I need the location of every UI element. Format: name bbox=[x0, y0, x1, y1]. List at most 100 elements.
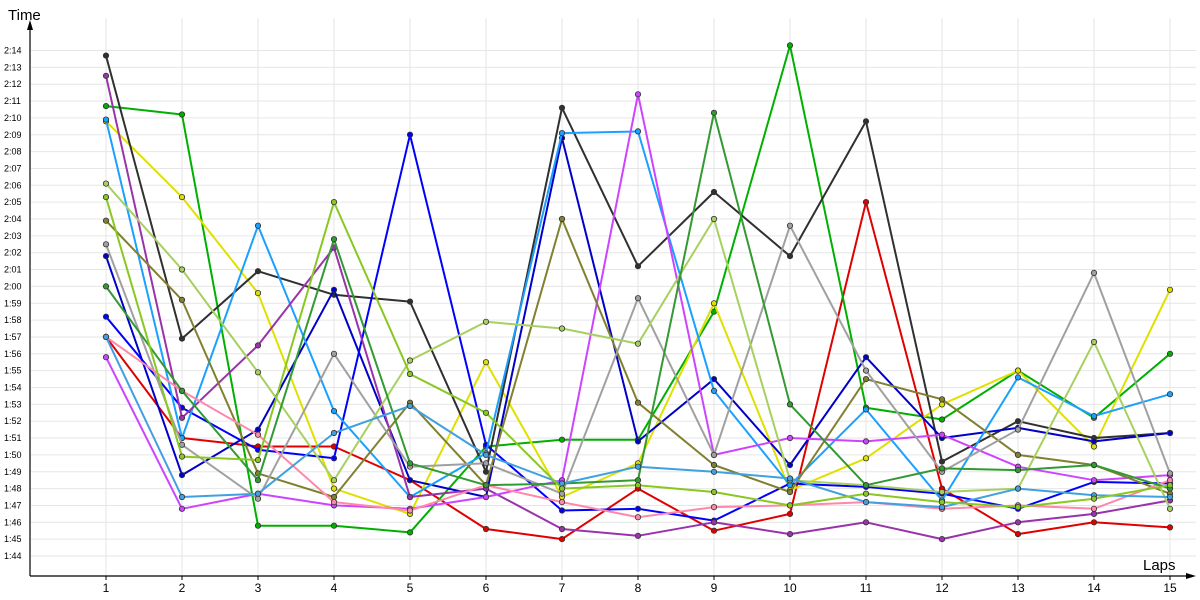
data-point bbox=[634, 477, 642, 484]
data-point bbox=[938, 465, 946, 472]
data-point bbox=[102, 241, 110, 248]
series-11 bbox=[102, 222, 1174, 502]
x-tick-label: 1 bbox=[103, 581, 110, 595]
data-point bbox=[634, 532, 642, 539]
data-point bbox=[634, 438, 642, 445]
data-point bbox=[1090, 505, 1098, 512]
data-point bbox=[1166, 470, 1174, 477]
data-point bbox=[1014, 374, 1022, 381]
data-point bbox=[634, 340, 642, 347]
data-point bbox=[634, 295, 642, 302]
data-point bbox=[406, 298, 414, 305]
x-tick-label: 4 bbox=[331, 581, 338, 595]
data-point bbox=[1090, 510, 1098, 518]
data-point bbox=[1090, 338, 1098, 346]
x-tick-label: 11 bbox=[860, 581, 873, 595]
data-point bbox=[862, 118, 870, 125]
y-tick-label: 1:45 bbox=[4, 534, 22, 544]
data-point bbox=[634, 505, 642, 512]
data-point bbox=[254, 490, 262, 497]
data-point bbox=[710, 387, 718, 394]
data-point bbox=[102, 103, 110, 110]
data-point bbox=[1090, 443, 1098, 450]
series-8 bbox=[102, 72, 1174, 543]
data-point bbox=[1014, 418, 1022, 425]
data-point bbox=[102, 283, 110, 290]
data-point bbox=[862, 519, 870, 526]
y-tick-label: 2:09 bbox=[4, 130, 22, 140]
data-point bbox=[862, 406, 870, 413]
y-tick-label: 1:53 bbox=[4, 399, 22, 409]
y-tick-label: 1:59 bbox=[4, 298, 22, 308]
data-point bbox=[1014, 426, 1022, 433]
data-point bbox=[786, 510, 794, 518]
data-point bbox=[1090, 495, 1098, 502]
data-point bbox=[102, 180, 110, 187]
data-point bbox=[710, 109, 718, 116]
data-point bbox=[938, 503, 946, 511]
series-layer bbox=[102, 42, 1174, 543]
data-point bbox=[558, 490, 566, 497]
data-point bbox=[330, 493, 338, 501]
y-tick-label: 1:47 bbox=[4, 500, 22, 510]
y-tick-label: 2:10 bbox=[4, 113, 22, 123]
data-point bbox=[102, 72, 110, 79]
data-point bbox=[330, 286, 338, 293]
y-tick-label: 2:05 bbox=[4, 197, 22, 207]
data-point bbox=[406, 493, 414, 501]
data-point bbox=[938, 396, 946, 403]
data-point bbox=[482, 482, 490, 489]
data-point bbox=[482, 460, 490, 467]
data-point bbox=[710, 519, 718, 526]
x-ticks: 1 2 3 4 5 6 7 8 9 10 11 12 13 14 15 bbox=[103, 576, 1177, 595]
y-tick-label: 2:13 bbox=[4, 62, 22, 72]
data-point bbox=[1014, 466, 1022, 474]
data-point bbox=[1014, 367, 1022, 374]
data-point bbox=[482, 409, 490, 416]
data-point bbox=[178, 266, 186, 273]
data-point bbox=[254, 222, 262, 229]
data-point bbox=[102, 116, 110, 123]
data-point bbox=[406, 460, 414, 467]
data-point bbox=[254, 289, 262, 297]
data-point bbox=[710, 503, 718, 511]
data-point bbox=[254, 342, 262, 349]
data-point bbox=[710, 215, 718, 223]
data-point bbox=[1014, 530, 1022, 538]
x-tick-label: 6 bbox=[483, 581, 490, 595]
data-point bbox=[558, 215, 566, 223]
series-7 bbox=[102, 116, 1174, 504]
data-point bbox=[786, 482, 794, 489]
data-point bbox=[710, 188, 718, 196]
y-tick-label: 1:55 bbox=[4, 366, 22, 376]
y-tick-label: 1:44 bbox=[4, 551, 22, 561]
data-point bbox=[710, 300, 718, 307]
data-point bbox=[558, 436, 566, 443]
data-point bbox=[938, 401, 946, 408]
data-point bbox=[1166, 493, 1174, 501]
data-point bbox=[634, 91, 642, 98]
y-tick-label: 2:00 bbox=[4, 281, 22, 291]
y-tick-label: 2:07 bbox=[4, 163, 22, 173]
x-tick-label: 10 bbox=[783, 581, 797, 595]
data-point bbox=[178, 471, 186, 479]
data-point bbox=[330, 455, 338, 462]
y-tick-label: 2:08 bbox=[4, 147, 22, 157]
data-point bbox=[1166, 505, 1174, 512]
data-point bbox=[330, 429, 338, 437]
data-point bbox=[558, 525, 566, 533]
data-point bbox=[102, 194, 110, 201]
data-point bbox=[1014, 451, 1022, 458]
y-tick-label: 1:58 bbox=[4, 315, 22, 325]
data-point bbox=[558, 498, 566, 506]
data-point bbox=[254, 495, 262, 502]
data-point bbox=[938, 488, 946, 496]
data-point bbox=[102, 313, 110, 320]
data-point bbox=[178, 335, 186, 342]
data-point bbox=[178, 194, 186, 201]
data-point bbox=[634, 482, 642, 489]
series-14 bbox=[102, 109, 1174, 492]
x-tick-label: 7 bbox=[559, 581, 566, 595]
y-ticks: 1:44 1:45 1:46 1:47 1:48 1:49 1:50 1:51 1:52 1:53… bbox=[4, 46, 22, 562]
data-point bbox=[786, 502, 794, 509]
